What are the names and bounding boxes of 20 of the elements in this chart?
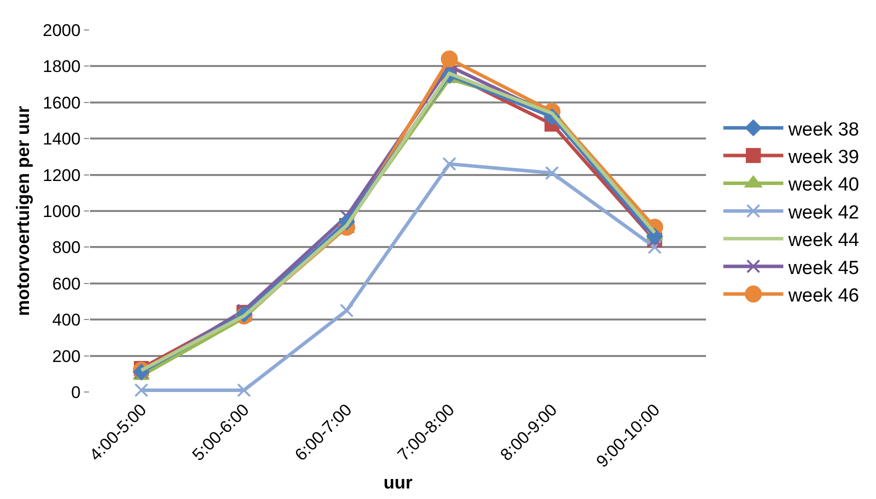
y-tick-label: 0: [71, 382, 81, 402]
y-tick-label: 800: [52, 238, 81, 258]
legend-label: week 44: [787, 230, 860, 252]
y-tick-label: 600: [52, 274, 81, 294]
y-tick-label: 200: [52, 346, 81, 366]
legend-label: week 45: [787, 258, 860, 279]
y-tick-label: 1400: [42, 130, 81, 149]
y-tick-label: 400: [52, 310, 81, 330]
y-tick-label: 1000: [42, 202, 81, 221]
legend-label: week 38: [787, 119, 860, 140]
legend-label: week 42: [787, 202, 860, 224]
y-tick-label: 1600: [42, 93, 81, 112]
y-tick-label: 1200: [42, 166, 81, 185]
legend-label: week 39: [787, 146, 860, 168]
legend-label: week 40: [787, 174, 860, 196]
x-axis-title: uur: [384, 472, 412, 492]
y-tick-label: 2000: [42, 20, 81, 40]
y-axis-title: motorvoertuigen per uur: [12, 106, 33, 316]
y-tick-label: 1800: [42, 57, 81, 76]
legend-label: week 46: [787, 285, 860, 306]
